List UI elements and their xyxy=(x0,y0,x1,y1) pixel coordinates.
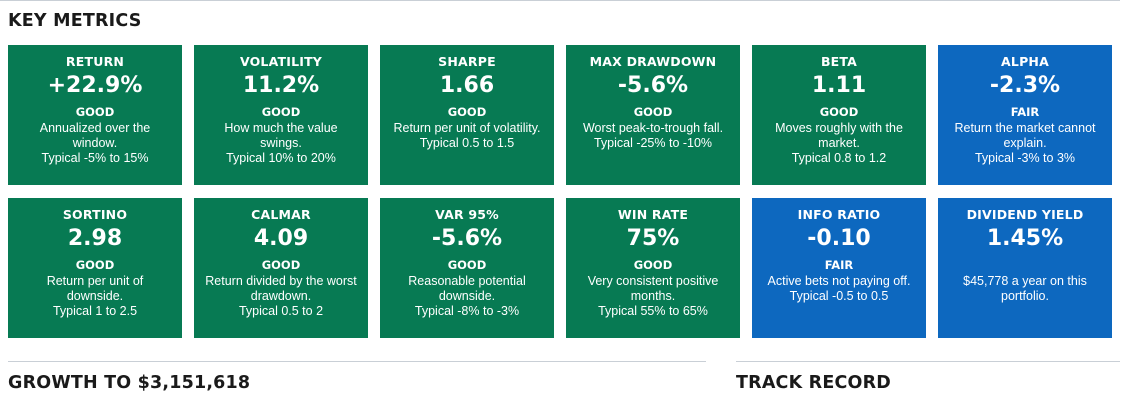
metric-label: SORTINO xyxy=(62,207,128,222)
metric-value: 11.2% xyxy=(242,73,320,98)
metric-label: ALPHA xyxy=(1001,54,1049,69)
metric-rating: GOOD xyxy=(261,258,301,272)
metric-label: WIN RATE xyxy=(617,207,689,222)
metric-rating: GOOD xyxy=(75,105,115,119)
metric-value: 4.09 xyxy=(253,226,309,251)
metric-description: Return per unit of volatility. xyxy=(393,121,541,135)
metric-value: 75% xyxy=(626,226,680,251)
metric-card-volatility: VOLATILITY 11.2% GOOD How much the value… xyxy=(194,45,368,185)
metric-card-alpha: ALPHA -2.3% FAIR Return the market canno… xyxy=(938,45,1112,185)
metric-value: -5.6% xyxy=(431,226,503,251)
growth-divider xyxy=(8,361,706,362)
metric-value: 1.66 xyxy=(439,73,495,98)
metric-card-beta: BETA 1.11 GOOD Moves roughly with the ma… xyxy=(752,45,926,185)
metric-card-var-95: VAR 95% -5.6% GOOD Reasonable potential … xyxy=(380,198,554,338)
metric-typical-range: Typical -5% to 15% xyxy=(41,151,149,165)
metric-label: CALMAR xyxy=(251,207,311,222)
metric-card-dividend-yield: DIVIDEND YIELD 1.45% $45,778 a year on t… xyxy=(938,198,1112,338)
metric-value: 1.45% xyxy=(986,226,1064,251)
metric-description: Reasonable potential downside. xyxy=(408,274,526,303)
metric-value: +22.9% xyxy=(47,73,143,98)
metric-description: Active bets not paying off. xyxy=(767,274,911,288)
metric-description: Very consistent positive months. xyxy=(587,274,719,303)
metric-rating: GOOD xyxy=(633,258,673,272)
metric-label: SHARPE xyxy=(438,54,496,69)
metric-description: Return the market cannot explain. xyxy=(954,121,1096,150)
metric-typical-range: Typical 10% to 20% xyxy=(226,151,336,165)
key-metrics-title: KEY METRICS xyxy=(8,11,142,31)
metric-rating: GOOD xyxy=(819,105,859,119)
metric-rating: FAIR xyxy=(1010,105,1040,119)
metric-typical-range: Typical -25% to -10% xyxy=(593,136,713,150)
metric-value: 2.98 xyxy=(67,226,123,251)
metric-rating xyxy=(944,258,1106,272)
metric-card-sortino: SORTINO 2.98 GOOD Return per unit of dow… xyxy=(8,198,182,338)
metric-value: -2.3% xyxy=(989,73,1061,98)
metric-rating: GOOD xyxy=(447,258,487,272)
metric-card-calmar: CALMAR 4.09 GOOD Return divided by the w… xyxy=(194,198,368,338)
metrics-row: SORTINO 2.98 GOOD Return per unit of dow… xyxy=(8,198,1118,338)
metric-card-win-rate: WIN RATE 75% GOOD Very consistent positi… xyxy=(566,198,740,338)
metric-description: Return per unit of downside. xyxy=(46,274,144,303)
metric-label: BETA xyxy=(820,54,858,69)
metric-description: Return divided by the worst drawdown. xyxy=(205,274,357,303)
metric-rating: GOOD xyxy=(633,105,673,119)
metric-card-return: RETURN +22.9% GOOD Annualized over the w… xyxy=(8,45,182,185)
metrics-row: RETURN +22.9% GOOD Annualized over the w… xyxy=(8,45,1118,185)
metric-rating: FAIR xyxy=(824,258,854,272)
metric-description: $45,778 a year on this portfolio. xyxy=(963,274,1087,303)
growth-title: GROWTH TO $3,151,618 xyxy=(8,373,251,393)
metric-label: INFO RATIO xyxy=(797,207,881,222)
metric-value: 1.11 xyxy=(811,73,867,98)
metric-typical-range: Typical 1 to 2.5 xyxy=(52,304,138,318)
metric-card-max-drawdown: MAX DRAWDOWN -5.6% GOOD Worst peak-to-tr… xyxy=(566,45,740,185)
metric-typical-range: Typical -8% to -3% xyxy=(414,304,520,318)
metric-label: DIVIDEND YIELD xyxy=(966,207,1084,222)
metrics-grid: RETURN +22.9% GOOD Annualized over the w… xyxy=(8,45,1118,338)
metric-label: VAR 95% xyxy=(435,207,499,222)
metric-value: -0.10 xyxy=(807,226,871,251)
metric-label: MAX DRAWDOWN xyxy=(589,54,717,69)
metric-typical-range: Typical 55% to 65% xyxy=(598,304,708,318)
metric-typical-range: Typical -3% to 3% xyxy=(974,151,1076,165)
track-record-title: TRACK RECORD xyxy=(736,373,892,393)
metric-typical-range: Typical 0.8 to 1.2 xyxy=(791,151,887,165)
metric-description: Moves roughly with the market. xyxy=(775,121,903,150)
metric-rating: GOOD xyxy=(447,105,487,119)
metric-value: -5.6% xyxy=(617,73,689,98)
metric-description: How much the value swings. xyxy=(224,121,338,150)
metric-typical-range: Typical -0.5 to 0.5 xyxy=(789,289,889,303)
metric-typical-range: Typical 0.5 to 1.5 xyxy=(419,136,515,150)
metric-rating: GOOD xyxy=(261,105,301,119)
metric-description: Annualized over the window. xyxy=(39,121,151,150)
metric-label: VOLATILITY xyxy=(239,54,323,69)
metric-typical-range: Typical 0.5 to 2 xyxy=(238,304,324,318)
top-divider xyxy=(0,0,1120,1)
metric-card-sharpe: SHARPE 1.66 GOOD Return per unit of vola… xyxy=(380,45,554,185)
metric-label: RETURN xyxy=(65,54,125,69)
metric-rating: GOOD xyxy=(75,258,115,272)
track-record-divider xyxy=(736,361,1120,362)
metric-description: Worst peak-to-trough fall. xyxy=(582,121,724,135)
metric-card-info-ratio: INFO RATIO -0.10 FAIR Active bets not pa… xyxy=(752,198,926,338)
